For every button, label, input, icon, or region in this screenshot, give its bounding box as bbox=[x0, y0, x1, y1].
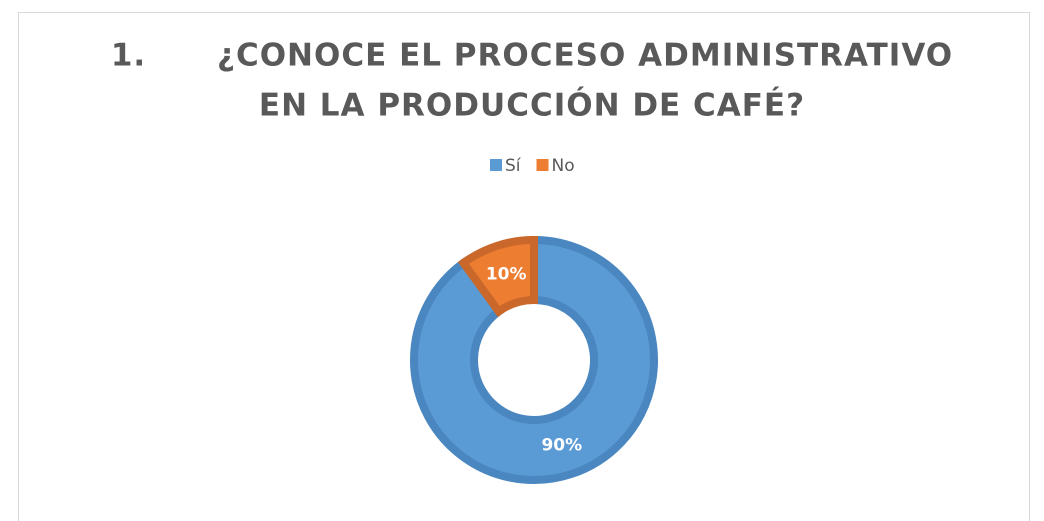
legend-swatch bbox=[536, 159, 549, 171]
data-label: 10% bbox=[486, 264, 527, 284]
chart-title: 1. ¿CONOCE EL PROCESO ADMINISTRATIVO bbox=[111, 38, 953, 74]
legend-label: No bbox=[552, 156, 575, 176]
chart-title: EN LA PRODUCCIÓN DE CAFÉ? bbox=[259, 87, 805, 124]
data-label: 90% bbox=[541, 436, 582, 456]
legend-swatch bbox=[490, 159, 502, 171]
donut-segment bbox=[457, 235, 538, 318]
donut-segment bbox=[410, 235, 658, 484]
legend-label: Sí bbox=[505, 156, 522, 176]
